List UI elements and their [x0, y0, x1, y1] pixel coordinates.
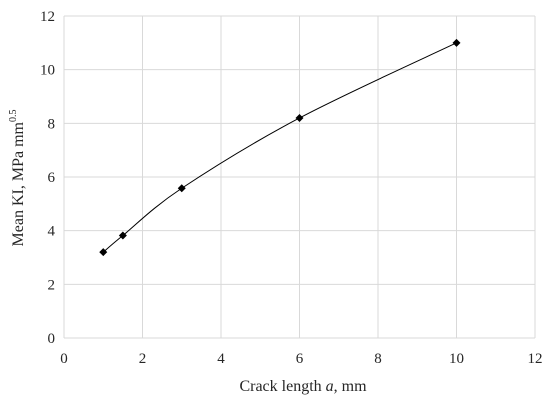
series-trend-line	[102, 42, 457, 253]
data-point-4	[295, 113, 304, 122]
x-tick-label: 6	[296, 351, 304, 367]
y-axis-title: Mean KI, MPa mm0.5	[8, 110, 27, 247]
x-tick-label: 10	[449, 351, 464, 367]
y-tick-label: 8	[48, 116, 56, 132]
data-point-2	[118, 231, 127, 240]
grid	[63, 15, 536, 339]
y-tick-label: 4	[48, 224, 56, 240]
data-point-1	[99, 248, 108, 257]
y-tick-label: 0	[48, 331, 56, 347]
data-point-3	[177, 184, 186, 193]
y-tick-label: 12	[40, 9, 55, 25]
data-points	[99, 38, 461, 257]
y-tick-label: 6	[48, 170, 56, 186]
x-tick-label: 4	[217, 351, 225, 367]
x-axis-title: Crack length a, mm	[239, 378, 367, 395]
data-point-5	[452, 38, 461, 47]
x-tick-label: 0	[60, 351, 68, 367]
x-tick-label: 8	[374, 351, 382, 367]
y-tick-label: 10	[40, 63, 55, 79]
tick-labels: 0 2 4 6 8 10 12 0 2 4 6 8 10 12	[40, 9, 543, 367]
x-tick-label: 12	[528, 351, 543, 367]
x-tick-label: 2	[139, 351, 147, 367]
y-tick-label: 2	[48, 277, 56, 293]
